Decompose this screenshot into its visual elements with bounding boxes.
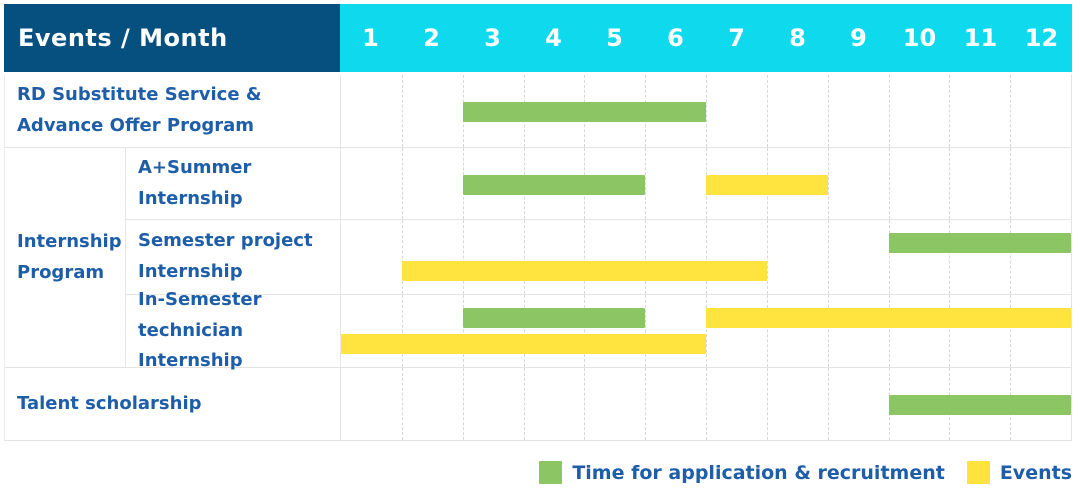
month-gridline	[888, 220, 890, 294]
table-row: In-Semester technician Internship	[126, 289, 1071, 371]
row-label-a-summer-internship: A+Summer Internship	[126, 148, 341, 219]
month-gridline	[827, 148, 829, 219]
month-gridline	[523, 295, 525, 367]
month-gridline	[645, 295, 647, 367]
month-gridline	[949, 148, 951, 219]
month-gridline	[766, 295, 768, 367]
month-header-strip: 1 2 3 4 5 6 7 8 9 10 11 12	[340, 4, 1072, 72]
gantt-bar-green-m3-m5	[462, 308, 646, 328]
gantt-bar-yellow-m7-m8	[706, 174, 828, 195]
month-header-cell-2: 2	[423, 24, 440, 52]
month-header-cell-5: 5	[606, 24, 623, 52]
month-gridline	[462, 368, 464, 440]
month-gridline	[949, 220, 951, 294]
legend-label: Time for application & recruitment	[572, 461, 945, 484]
table-row: RD Substitute Service & Advance Offer Pr…	[5, 75, 1071, 148]
month-gridline	[401, 148, 403, 219]
month-gridline	[584, 220, 586, 294]
month-gridline	[1010, 75, 1012, 147]
month-gridline	[888, 148, 890, 219]
month-gridline	[766, 368, 768, 440]
month-gridline	[523, 368, 525, 440]
gantt-lane-rd-substitute	[341, 75, 1071, 147]
month-header-cell-6: 6	[667, 24, 684, 52]
legend-swatch-yellow	[966, 461, 990, 484]
gantt-bar-green-m10-m12	[888, 233, 1071, 253]
month-header-cell-10: 10	[902, 24, 937, 52]
header-events-month-cell: Events / Month	[4, 4, 340, 72]
gantt-bar-green-m3-m5	[462, 174, 646, 195]
month-gridline	[401, 368, 403, 440]
table-row: Talent scholarship	[5, 368, 1071, 441]
row-label-rd-substitute: RD Substitute Service & Advance Offer Pr…	[5, 75, 341, 147]
gantt-bar-yellow-m2-m7	[401, 261, 767, 281]
gantt-table: Events / Month 1 2 3 4 5 6 7 8 9 10 11 12 RD Substi…	[4, 4, 1072, 441]
month-gridline	[401, 295, 403, 367]
month-gridline	[888, 295, 890, 367]
month-gridline	[523, 220, 525, 294]
month-gridline	[949, 295, 951, 367]
month-gridline	[645, 148, 647, 219]
gantt-lane-in-semester-technician-internship	[341, 295, 1071, 367]
legend-label: Events	[999, 461, 1072, 484]
month-gridline	[766, 220, 768, 294]
row-label-talent-scholarship: Talent scholarship	[5, 368, 341, 440]
month-gridline	[888, 75, 890, 147]
month-header-cell-3: 3	[484, 24, 501, 52]
month-gridline	[1010, 295, 1012, 367]
gantt-bar-yellow-m7-m12	[706, 308, 1071, 328]
month-gridline	[766, 75, 768, 147]
gantt-lane-talent-scholarship	[341, 368, 1071, 440]
legend-item-green: Time for application & recruitment	[539, 461, 945, 484]
month-gridline	[706, 75, 707, 147]
gantt-bar-green-m10-m12	[888, 395, 1071, 415]
month-gridline	[949, 75, 951, 147]
month-gridline	[401, 75, 403, 147]
month-header-cell-11: 11	[963, 24, 998, 52]
month-gridline	[645, 220, 647, 294]
month-gridline	[584, 295, 586, 367]
gantt-lane-a-summer-internship	[341, 148, 1071, 219]
month-gridline	[827, 295, 829, 367]
gantt-body: RD Substitute Service & Advance Offer Pr…	[4, 75, 1072, 441]
month-gridline	[827, 75, 829, 147]
month-gridline	[645, 368, 647, 440]
table-row: Semester project Internship	[126, 220, 1071, 295]
row-label-in-semester-technician-internship: In-Semester technician Internship	[126, 289, 341, 371]
month-gridline	[462, 295, 464, 367]
table-row: A+Summer Internship	[126, 148, 1071, 220]
month-header-cell-8: 8	[789, 24, 806, 52]
month-gridline	[706, 368, 707, 440]
month-gridline	[827, 220, 829, 294]
gantt-bar-yellow-m1-m6	[341, 334, 706, 354]
month-gridline	[401, 220, 403, 294]
month-header-cell-1: 1	[362, 24, 379, 52]
month-header-cell-9: 9	[850, 24, 867, 52]
month-gridline	[1010, 220, 1012, 294]
month-gridline	[706, 220, 707, 294]
gantt-bar-green-m3-m6	[462, 102, 706, 122]
month-gridline	[706, 295, 707, 367]
month-header-cell-7: 7	[728, 24, 745, 52]
month-gridline	[584, 368, 586, 440]
row-label-internship-program: Internship Program	[5, 148, 126, 367]
table-header-row: Events / Month 1 2 3 4 5 6 7 8 9 10 11 12	[4, 4, 1072, 72]
month-gridline	[827, 368, 829, 440]
legend-item-yellow: Events	[966, 461, 1072, 484]
row-label-semester-project-internship: Semester project Internship	[126, 220, 341, 294]
legend: Time for application & recruitment Events	[539, 461, 1072, 484]
month-header-cell-4: 4	[545, 24, 562, 52]
month-gridline	[462, 220, 464, 294]
legend-swatch-green	[539, 461, 563, 484]
gantt-lane-semester-project-internship	[341, 220, 1071, 294]
internship-program-group: Internship Program A+Summer Internship S…	[5, 148, 1071, 371]
month-gridline	[1010, 148, 1012, 219]
month-header-cell-12: 12	[1024, 24, 1059, 52]
